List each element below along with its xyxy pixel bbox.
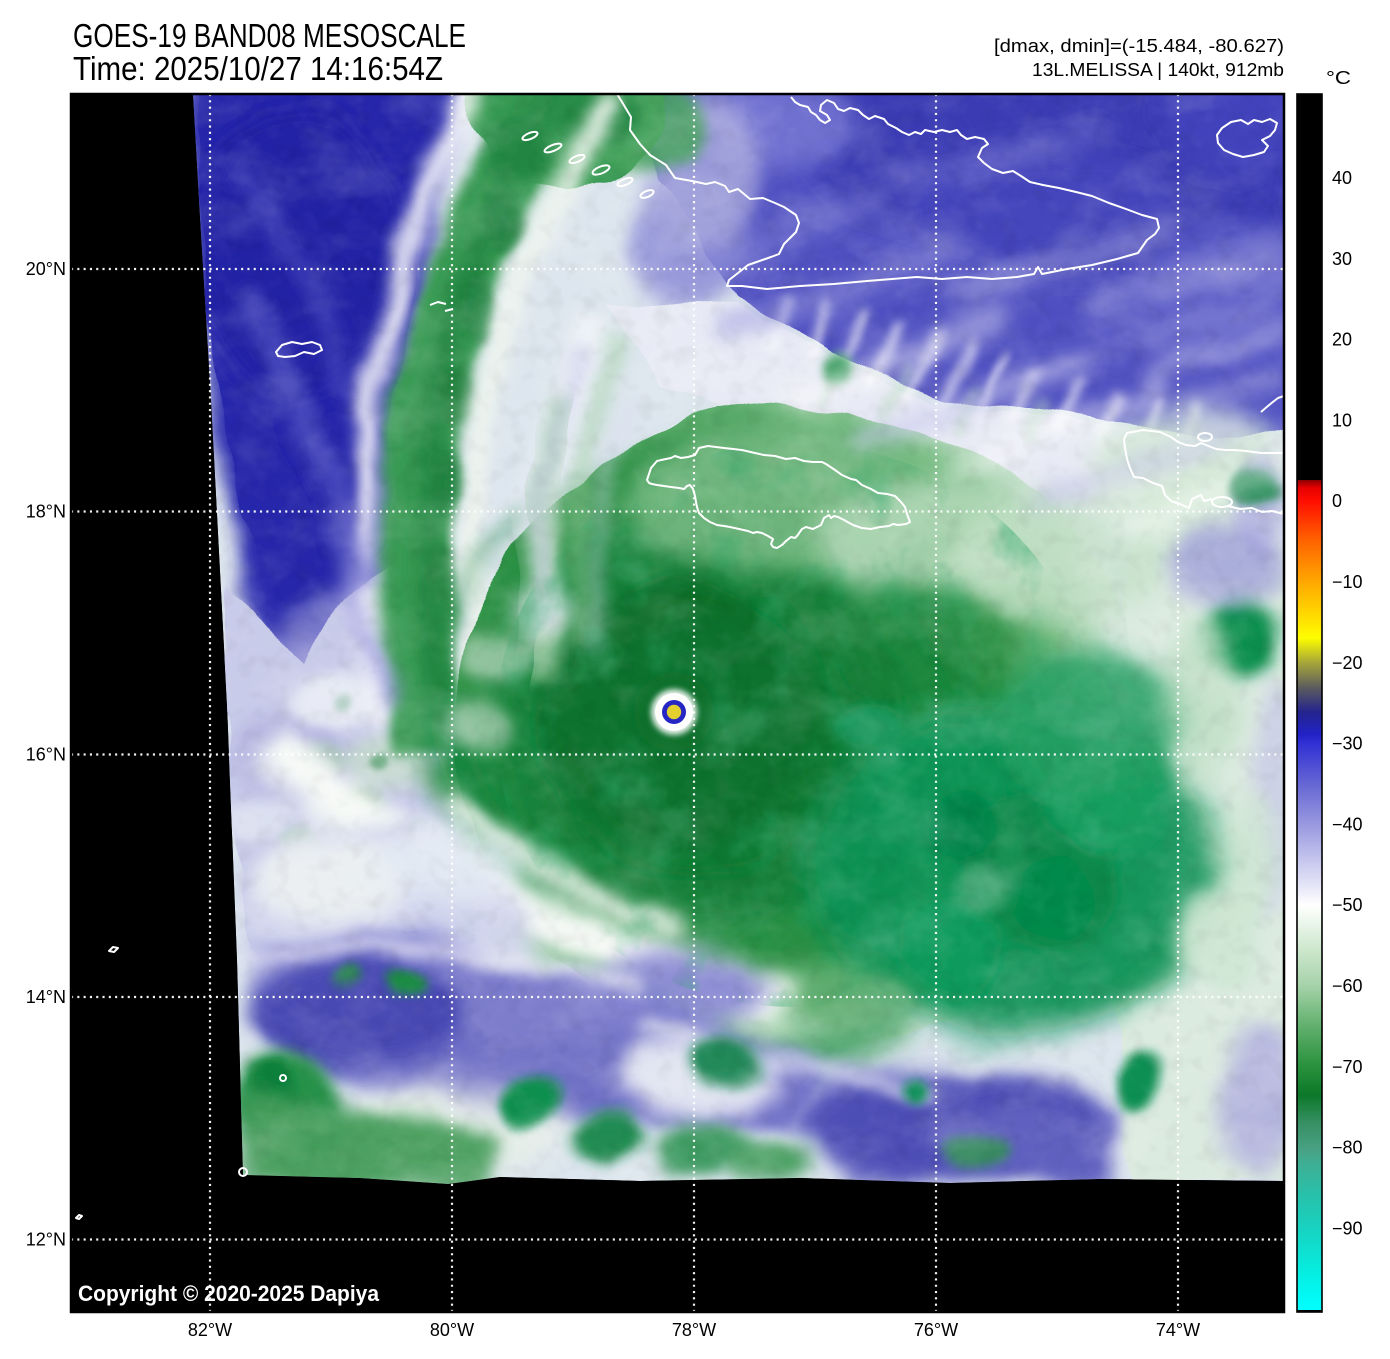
svg-text:0: 0: [1332, 491, 1342, 511]
svg-text:76°W: 76°W: [914, 1320, 958, 1340]
svg-text:16°N: 16°N: [26, 745, 66, 765]
svg-text:−40: −40: [1332, 814, 1363, 834]
svg-text:80°W: 80°W: [430, 1320, 474, 1340]
svg-text:14°N: 14°N: [26, 987, 66, 1007]
svg-text:Copyright © 2020-2025 Dapiya: Copyright © 2020-2025 Dapiya: [78, 1281, 379, 1306]
svg-text:82°W: 82°W: [188, 1320, 232, 1340]
svg-text:10: 10: [1332, 410, 1352, 430]
svg-text:18°N: 18°N: [26, 502, 66, 522]
svg-text:−60: −60: [1332, 976, 1363, 996]
svg-text:°C: °C: [1326, 67, 1351, 88]
svg-text:GOES-19 BAND08 MESOSCALE: GOES-19 BAND08 MESOSCALE: [73, 17, 466, 54]
svg-text:−70: −70: [1332, 1057, 1363, 1077]
svg-text:12°N: 12°N: [26, 1230, 66, 1250]
svg-text:−50: −50: [1332, 895, 1363, 915]
svg-text:−20: −20: [1332, 653, 1363, 673]
svg-text:−30: −30: [1332, 734, 1363, 754]
svg-text:[dmax, dmin]=(-15.484, -80.627: [dmax, dmin]=(-15.484, -80.627): [994, 36, 1284, 56]
svg-text:Time: 2025/10/27 14:16:54Z: Time: 2025/10/27 14:16:54Z: [73, 50, 443, 87]
svg-text:74°W: 74°W: [1156, 1320, 1200, 1340]
svg-text:13L.MELISSA | 140kt, 912mb: 13L.MELISSA | 140kt, 912mb: [1032, 60, 1284, 80]
svg-text:30: 30: [1332, 249, 1352, 269]
svg-text:−80: −80: [1332, 1138, 1363, 1158]
svg-text:−90: −90: [1332, 1218, 1363, 1238]
svg-text:−10: −10: [1332, 572, 1363, 592]
svg-text:20°N: 20°N: [26, 259, 66, 279]
svg-text:40: 40: [1332, 168, 1352, 188]
svg-text:20: 20: [1332, 330, 1352, 350]
svg-text:78°W: 78°W: [672, 1320, 716, 1340]
